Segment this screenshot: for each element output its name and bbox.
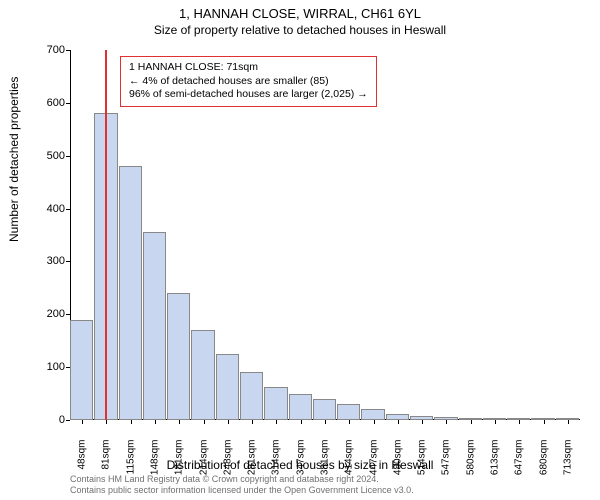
annotation-line: ← 4% of detached houses are smaller (85) bbox=[129, 75, 368, 89]
x-tick-mark bbox=[422, 420, 423, 424]
property-marker-line bbox=[105, 50, 107, 420]
x-tick-mark bbox=[568, 420, 569, 424]
histogram-bar bbox=[289, 394, 312, 420]
x-tick-mark bbox=[204, 420, 205, 424]
x-tick-mark bbox=[301, 420, 302, 424]
x-tick-mark bbox=[252, 420, 253, 424]
chart-container: 1, HANNAH CLOSE, WIRRAL, CH61 6YL Size o… bbox=[0, 0, 600, 500]
annotation-line: 1 HANNAH CLOSE: 71sqm bbox=[129, 61, 368, 75]
histogram-bar bbox=[216, 354, 239, 420]
x-tick-mark bbox=[471, 420, 472, 424]
y-tick-label: 700 bbox=[35, 44, 65, 56]
y-tick-label: 400 bbox=[35, 203, 65, 215]
x-tick-mark bbox=[82, 420, 83, 424]
y-tick-mark bbox=[66, 50, 70, 51]
x-tick-mark bbox=[325, 420, 326, 424]
y-tick-mark bbox=[66, 314, 70, 315]
footer-line: Contains public sector information licen… bbox=[70, 485, 414, 496]
x-tick-mark bbox=[179, 420, 180, 424]
y-tick-mark bbox=[66, 103, 70, 104]
x-tick-mark bbox=[349, 420, 350, 424]
y-tick-label: 0 bbox=[35, 414, 65, 426]
histogram-bar bbox=[361, 409, 384, 420]
x-tick-mark bbox=[374, 420, 375, 424]
y-tick-label: 100 bbox=[35, 361, 65, 373]
histogram-bar bbox=[191, 330, 214, 420]
x-tick-mark bbox=[495, 420, 496, 424]
x-tick-mark bbox=[155, 420, 156, 424]
y-tick-mark bbox=[66, 420, 70, 421]
histogram-bar bbox=[240, 372, 263, 420]
histogram-bar bbox=[337, 404, 360, 420]
chart-title-sub: Size of property relative to detached ho… bbox=[0, 21, 600, 37]
chart-title-main: 1, HANNAH CLOSE, WIRRAL, CH61 6YL bbox=[0, 0, 600, 21]
y-tick-mark bbox=[66, 156, 70, 157]
x-tick-mark bbox=[519, 420, 520, 424]
histogram-bar bbox=[264, 387, 287, 420]
y-axis-label: Number of detached properties bbox=[7, 77, 21, 242]
footer-attribution: Contains HM Land Registry data © Crown c… bbox=[70, 474, 414, 497]
footer-line: Contains HM Land Registry data © Crown c… bbox=[70, 474, 414, 485]
y-tick-mark bbox=[66, 209, 70, 210]
y-tick-mark bbox=[66, 261, 70, 262]
y-tick-label: 200 bbox=[35, 308, 65, 320]
histogram-bar bbox=[119, 166, 142, 420]
y-tick-label: 500 bbox=[35, 150, 65, 162]
annotation-box: 1 HANNAH CLOSE: 71sqm← 4% of detached ho… bbox=[120, 56, 377, 107]
y-tick-label: 300 bbox=[35, 255, 65, 267]
x-axis-label: Distribution of detached houses by size … bbox=[0, 458, 600, 472]
histogram-bar bbox=[167, 293, 190, 420]
x-tick-mark bbox=[106, 420, 107, 424]
x-tick-mark bbox=[228, 420, 229, 424]
histogram-bar bbox=[143, 232, 166, 420]
x-tick-mark bbox=[276, 420, 277, 424]
x-tick-mark bbox=[131, 420, 132, 424]
x-tick-mark bbox=[446, 420, 447, 424]
y-tick-label: 600 bbox=[35, 97, 65, 109]
histogram-bar bbox=[70, 320, 93, 420]
histogram-bar bbox=[313, 399, 336, 420]
x-tick-mark bbox=[544, 420, 545, 424]
annotation-line: 96% of semi-detached houses are larger (… bbox=[129, 88, 368, 102]
x-tick-mark bbox=[398, 420, 399, 424]
plot-area: 1 HANNAH CLOSE: 71sqm← 4% of detached ho… bbox=[70, 50, 580, 420]
